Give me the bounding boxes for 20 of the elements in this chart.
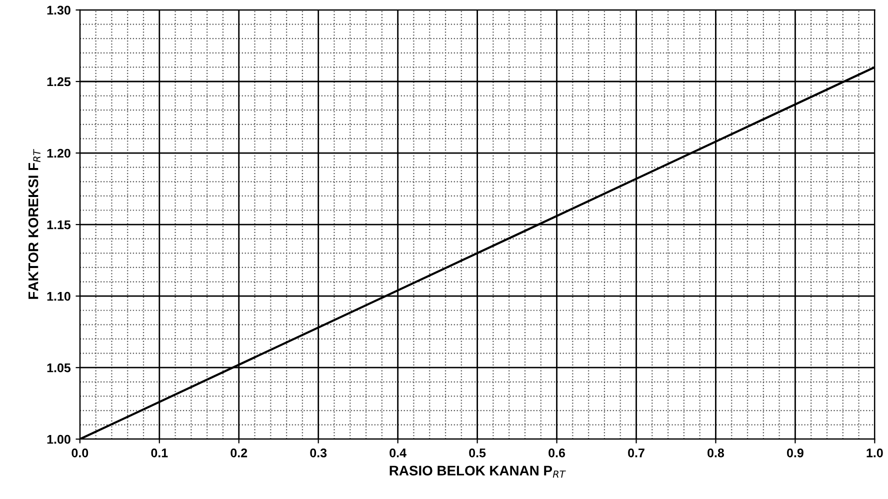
- x-axis-title: RASIO BELOK KANAN P$_{RT}$: [390, 466, 566, 478]
- y-axis-title: FAKTOR KOREKSI F$_{RT}$: [28, 149, 40, 299]
- y-tick-label: 1.05: [47, 363, 71, 372]
- x-tick-label: 0.3: [310, 448, 327, 458]
- y-tick-label: 1.20: [47, 148, 70, 158]
- x-tick-label: 0.7: [628, 448, 644, 458]
- x-tick-label: 0.5: [469, 448, 486, 458]
- y-tick-label: 1.25: [47, 77, 71, 86]
- x-tick-label: 1.0: [866, 448, 883, 458]
- y-tick-label: 1.30: [47, 6, 70, 15]
- y-tick-label: 1.00: [47, 434, 70, 444]
- x-tick-label: 0.1: [151, 448, 168, 458]
- x-tick-label: 0.6: [548, 448, 566, 458]
- y-tick-label: 1.10: [47, 292, 70, 301]
- x-tick-label: 0.8: [708, 448, 724, 458]
- x-tick-label: 0.2: [230, 448, 248, 458]
- x-tick-label: 0.9: [787, 448, 804, 458]
- x-tick-label: 0.0: [72, 448, 88, 458]
- y-tick-label: 1.15: [47, 220, 71, 230]
- x-tick-label: 0.4: [390, 448, 406, 458]
